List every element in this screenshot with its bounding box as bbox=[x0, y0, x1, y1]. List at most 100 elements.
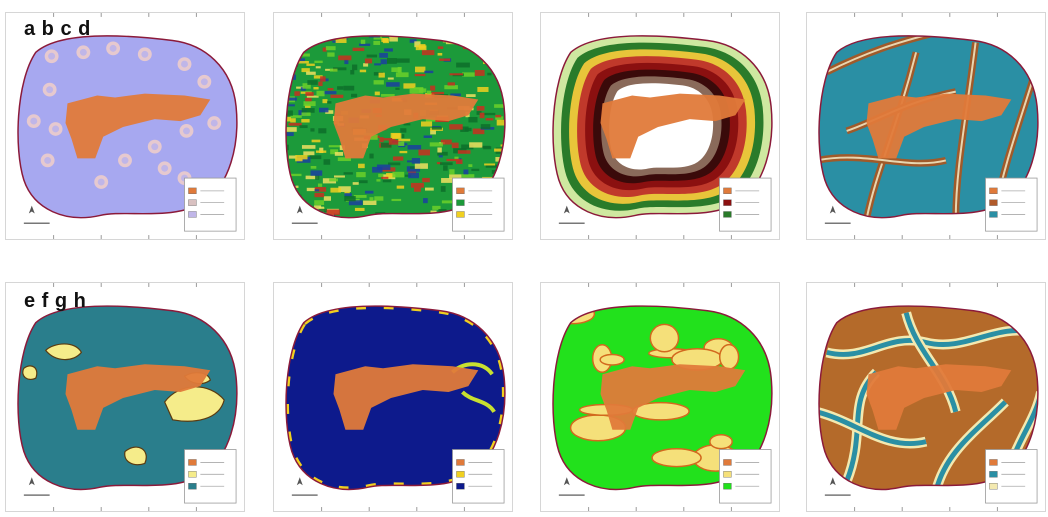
raster-cell bbox=[343, 172, 353, 175]
legend-swatch bbox=[188, 459, 197, 466]
raster-cell bbox=[345, 231, 354, 234]
raster-cell bbox=[456, 62, 470, 68]
legend-swatch bbox=[723, 211, 732, 218]
legend-swatch bbox=[723, 471, 732, 478]
raster-cell bbox=[509, 124, 512, 127]
raster-cell bbox=[351, 93, 358, 98]
raster-cell bbox=[391, 198, 402, 202]
raster-cell bbox=[313, 86, 319, 90]
map-panel-g bbox=[540, 282, 780, 512]
study-area bbox=[65, 93, 211, 159]
raster-cell bbox=[420, 121, 433, 127]
raster-cell bbox=[313, 75, 323, 79]
raster-cell bbox=[505, 24, 510, 29]
raster-cell bbox=[429, 142, 443, 147]
raster-cell bbox=[338, 186, 351, 193]
raster-cell bbox=[338, 55, 352, 61]
raster-cell bbox=[413, 21, 422, 26]
raster-cell bbox=[495, 114, 502, 118]
raster-cell bbox=[363, 200, 377, 206]
raster-cell bbox=[408, 170, 417, 175]
legend-swatch bbox=[989, 471, 998, 478]
raster-cell bbox=[491, 13, 501, 16]
raster-cell bbox=[388, 162, 401, 166]
raster-cell bbox=[348, 200, 363, 206]
raster-cell bbox=[414, 41, 421, 48]
raster-cell bbox=[358, 31, 363, 34]
map-svg bbox=[285, 283, 506, 511]
raster-cell bbox=[298, 25, 310, 30]
raster-cell bbox=[322, 91, 337, 95]
raster-cell bbox=[506, 39, 512, 45]
raster-cell bbox=[503, 66, 505, 69]
study-area bbox=[600, 364, 746, 430]
raster-cell bbox=[306, 95, 319, 98]
raster-cell bbox=[295, 58, 305, 63]
network-line bbox=[933, 400, 1008, 490]
raster-cell bbox=[485, 118, 494, 121]
raster-cell bbox=[443, 224, 449, 230]
raster-cell bbox=[328, 145, 343, 148]
map-svg bbox=[818, 283, 1039, 511]
raster-cell bbox=[311, 139, 321, 143]
raster-cell bbox=[460, 126, 469, 132]
raster-cell bbox=[441, 200, 456, 204]
raster-cell bbox=[373, 15, 384, 19]
raster-cell bbox=[359, 43, 371, 46]
raster-cell bbox=[379, 137, 384, 143]
raster-cell bbox=[495, 157, 505, 162]
raster-cell bbox=[498, 232, 503, 236]
raster-cell bbox=[388, 221, 401, 224]
raster-cell bbox=[326, 209, 340, 215]
raster-cell bbox=[494, 104, 505, 108]
raster-cell bbox=[409, 39, 417, 43]
raster-cell bbox=[510, 201, 512, 204]
raster-cell bbox=[468, 164, 473, 167]
raster-cell bbox=[379, 52, 388, 58]
raster-cell bbox=[315, 150, 327, 153]
north-arrow-icon bbox=[829, 205, 836, 214]
raster-cell bbox=[333, 20, 342, 26]
map-svg bbox=[818, 13, 1039, 239]
map-panel-c bbox=[540, 12, 780, 240]
raster-cell bbox=[286, 132, 294, 137]
raster-cell bbox=[392, 133, 402, 140]
raster-cell bbox=[363, 63, 369, 67]
raster-cell bbox=[449, 73, 463, 76]
raster-cell bbox=[430, 129, 436, 135]
raster-cell bbox=[321, 215, 327, 218]
raster-cell bbox=[386, 58, 397, 64]
raster-cell bbox=[454, 28, 462, 31]
raster-cell bbox=[421, 50, 435, 56]
raster-cell bbox=[301, 53, 310, 57]
raster-cell bbox=[480, 124, 491, 129]
raster-cell bbox=[430, 210, 437, 214]
north-arrow-icon bbox=[28, 205, 35, 214]
raster-cell bbox=[373, 40, 381, 45]
raster-cell bbox=[287, 19, 299, 21]
raster-cell bbox=[403, 83, 416, 89]
raster-cell bbox=[314, 60, 323, 64]
raster-cell bbox=[308, 19, 314, 22]
raster-cell bbox=[437, 52, 443, 56]
raster-cell bbox=[438, 155, 443, 158]
raster-cell bbox=[435, 35, 447, 38]
raster-cell bbox=[304, 225, 315, 230]
suitability-patch bbox=[124, 446, 147, 466]
raster-cell bbox=[507, 138, 512, 142]
raster-cell bbox=[279, 90, 284, 94]
map-body bbox=[819, 306, 1038, 490]
raster-cell bbox=[398, 138, 411, 142]
raster-cell bbox=[384, 48, 393, 52]
map-panel-h bbox=[806, 282, 1046, 512]
map-svg bbox=[17, 13, 238, 239]
raster-cell bbox=[450, 93, 461, 97]
raster-cell bbox=[373, 80, 384, 85]
raster-cell bbox=[344, 196, 356, 202]
raster-cell bbox=[389, 36, 398, 42]
raster-cell bbox=[286, 180, 291, 183]
raster-cell bbox=[403, 123, 411, 126]
raster-cell bbox=[286, 144, 289, 151]
map-svg bbox=[552, 13, 773, 239]
raster-cell bbox=[509, 121, 512, 127]
